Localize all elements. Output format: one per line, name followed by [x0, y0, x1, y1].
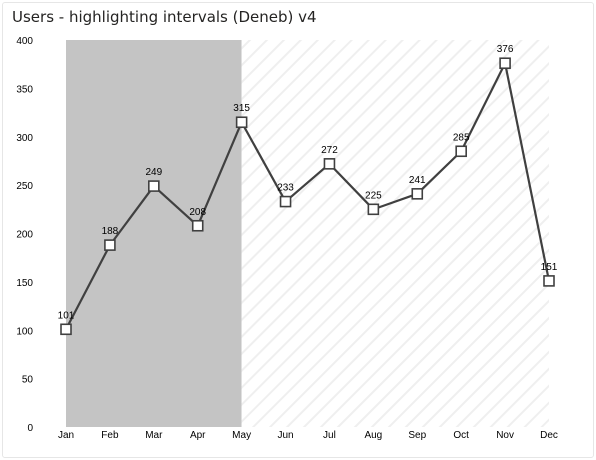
x-tick-label: Aug — [364, 430, 382, 441]
y-tick-label: 150 — [16, 278, 33, 289]
data-point-mar[interactable] — [148, 180, 160, 192]
data-point-jun[interactable] — [279, 195, 292, 208]
highlight-band-1 — [66, 40, 242, 427]
x-tick-label: Sep — [408, 430, 426, 441]
data-point-oct[interactable] — [455, 145, 467, 158]
data-point-jan[interactable] — [60, 323, 72, 336]
x-tick-label: Apr — [190, 430, 206, 441]
data-label-feb: 188 — [102, 226, 119, 237]
y-tick-label: 50 — [22, 375, 34, 386]
y-tick-label: 200 — [16, 230, 33, 241]
x-tick-label: Jun — [277, 430, 293, 441]
data-label-aug: 225 — [365, 190, 382, 201]
data-label-jan: 101 — [58, 310, 75, 321]
data-point-aug[interactable] — [367, 203, 380, 216]
data-label-apr: 208 — [189, 207, 206, 218]
data-point-may[interactable] — [235, 116, 248, 129]
data-label-jul: 272 — [321, 145, 338, 156]
x-tick-label: Jan — [58, 430, 74, 441]
x-tick-label: May — [232, 430, 251, 441]
x-tick-label: Jul — [323, 430, 336, 441]
y-tick-label: 0 — [27, 423, 33, 434]
x-tick-label: Feb — [101, 430, 119, 441]
data-label-nov: 376 — [497, 44, 514, 55]
x-tick-label: Nov — [496, 430, 514, 441]
series-line — [65, 62, 551, 330]
data-point-apr[interactable] — [191, 219, 204, 232]
data-point-dec[interactable] — [543, 275, 555, 287]
y-tick-label: 100 — [16, 326, 33, 337]
data-point-feb[interactable] — [104, 239, 116, 251]
x-tick-label: Dec — [540, 430, 558, 441]
data-point-nov[interactable] — [499, 57, 511, 70]
x-tick-label: Mar — [145, 430, 163, 441]
data-label-mar: 249 — [145, 167, 162, 178]
data-point-jul[interactable] — [323, 158, 336, 170]
chart-title: Users - highlighting intervals (Deneb) v… — [12, 8, 317, 26]
data-point-sep[interactable] — [411, 188, 424, 200]
y-tick-label: 400 — [16, 36, 33, 47]
y-tick-label: 250 — [16, 181, 33, 192]
x-tick-label: Oct — [453, 430, 469, 441]
data-label-sep: 241 — [409, 175, 426, 186]
y-tick-label: 300 — [16, 133, 33, 144]
data-label-may: 315 — [233, 103, 250, 114]
data-label-oct: 285 — [453, 132, 470, 143]
y-tick-label: 350 — [16, 84, 33, 95]
data-label-dec: 151 — [541, 262, 558, 273]
data-label-jun: 233 — [277, 183, 294, 194]
highlight-band-2 — [241, 40, 550, 427]
